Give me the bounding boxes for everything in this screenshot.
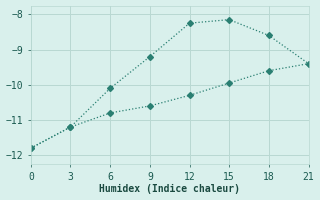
X-axis label: Humidex (Indice chaleur): Humidex (Indice chaleur) <box>99 184 240 194</box>
